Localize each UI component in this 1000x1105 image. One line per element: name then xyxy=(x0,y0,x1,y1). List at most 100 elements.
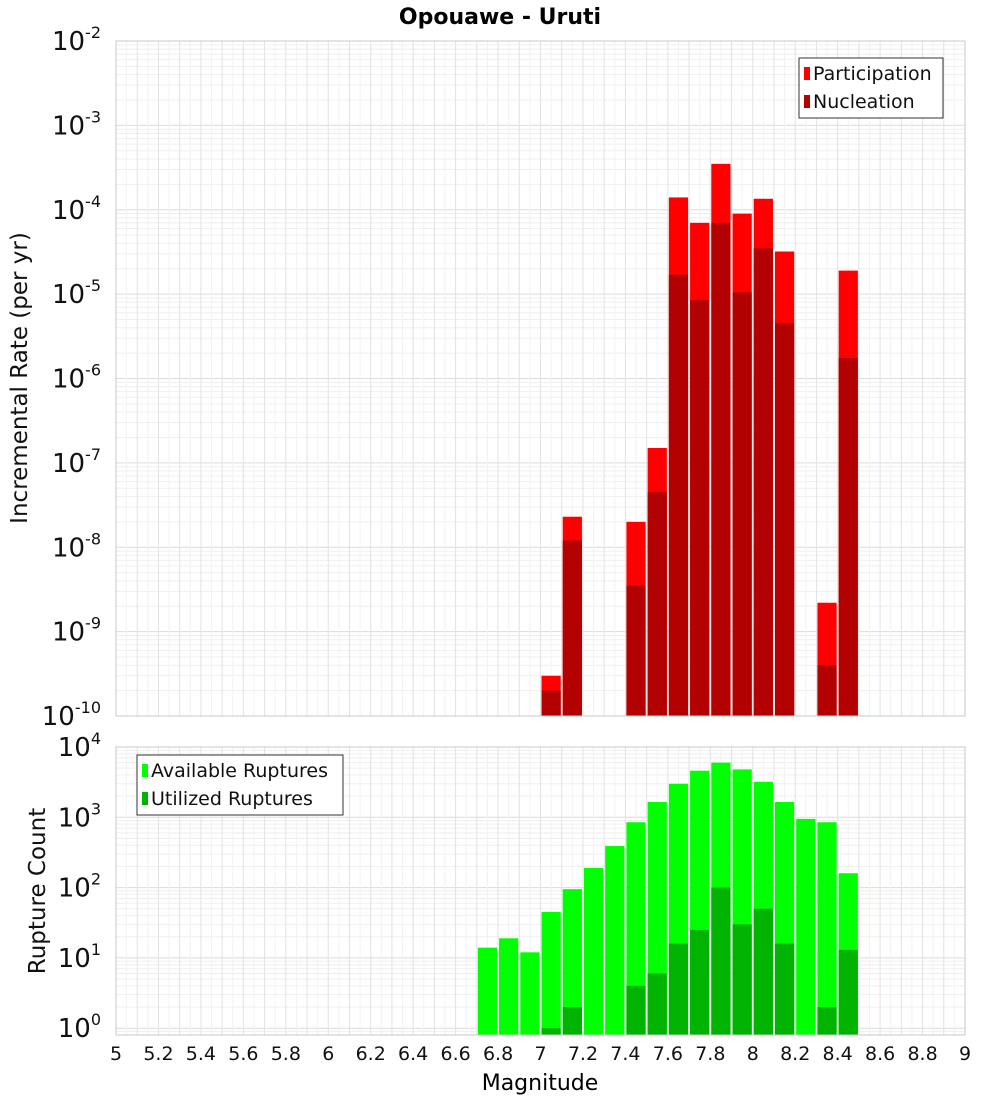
legend-rate: Participation Nucleation xyxy=(798,57,944,119)
legend-swatch xyxy=(142,792,148,805)
bar xyxy=(817,822,837,1035)
y-tick-base: 10 xyxy=(42,702,75,732)
y-tick-base: 10 xyxy=(52,365,85,395)
bar xyxy=(541,911,561,1035)
y-tick-exponent: -8 xyxy=(85,529,101,548)
bar xyxy=(668,274,689,716)
y-tick-label: 10-3 xyxy=(52,107,101,141)
legend-label: Available Ruptures xyxy=(151,760,328,782)
series-count-1 xyxy=(541,887,858,1035)
x-tick-label: 5 xyxy=(110,1043,122,1065)
bar xyxy=(774,323,795,716)
y-tick-base: 10 xyxy=(58,874,91,904)
legend-label: Nucleation xyxy=(813,91,915,113)
x-tick-label: 5.6 xyxy=(228,1043,258,1065)
x-tick-label: 8.4 xyxy=(823,1043,853,1065)
bar xyxy=(838,357,858,716)
x-tick-label: 6.8 xyxy=(483,1043,513,1065)
y-tick-label: 104 xyxy=(58,729,101,763)
legend-box xyxy=(136,754,344,816)
y-tick-base: 10 xyxy=(52,280,85,310)
bar xyxy=(732,924,752,1035)
series-rate-1 xyxy=(541,222,858,717)
y-tick-exponent: -2 xyxy=(85,23,101,42)
y-tick-base: 10 xyxy=(58,733,91,763)
y-axis-label-count: Rupture Count xyxy=(25,808,51,974)
y-tick-exponent: -3 xyxy=(85,107,101,126)
x-tick-label: 8.2 xyxy=(780,1043,810,1065)
x-tick-label: 5.2 xyxy=(143,1043,173,1065)
y-tick-label: 103 xyxy=(58,799,101,833)
grid-lines-rate xyxy=(115,41,966,717)
y-tick-label: 10-5 xyxy=(52,276,101,310)
bar xyxy=(753,908,773,1035)
y-tick-label: 100 xyxy=(58,1010,101,1044)
bar xyxy=(541,690,561,716)
bar xyxy=(647,973,667,1035)
y-tick-base: 10 xyxy=(58,1014,91,1044)
x-tick-label: 7.2 xyxy=(568,1043,598,1065)
y-tick-exponent: 3 xyxy=(91,799,101,818)
y-tick-base: 10 xyxy=(52,111,85,141)
bar xyxy=(732,292,752,716)
bar xyxy=(605,846,625,1035)
x-tick-label: 9 xyxy=(959,1043,971,1065)
bar xyxy=(711,222,731,716)
x-tick-label: 5.8 xyxy=(271,1043,301,1065)
bar xyxy=(499,938,519,1035)
legend-swatch xyxy=(804,67,810,80)
x-tick-label: 6.2 xyxy=(356,1043,386,1065)
y-tick-base: 10 xyxy=(52,449,85,479)
bar xyxy=(477,947,498,1035)
y-tick-exponent: -5 xyxy=(85,276,101,295)
y-tick-base: 10 xyxy=(58,803,91,833)
x-axis-label: Magnitude xyxy=(482,1071,599,1096)
y-tick-exponent: -9 xyxy=(85,614,101,633)
y-axis-label-rate: Incremental Rate (per yr) xyxy=(7,232,33,524)
x-tick-label: 7 xyxy=(534,1043,546,1065)
bar xyxy=(520,952,540,1035)
y-tick-label: 10-6 xyxy=(52,361,101,395)
y-tick-label: 10-7 xyxy=(52,445,101,479)
y-tick-label: 10-10 xyxy=(42,698,101,732)
bar xyxy=(817,665,837,716)
y-tick-exponent: 4 xyxy=(91,729,101,748)
x-tick-label: 7.8 xyxy=(695,1043,725,1065)
x-tick-label: 7.6 xyxy=(653,1043,683,1065)
y-tick-exponent: 1 xyxy=(91,940,101,959)
bar xyxy=(562,889,582,1035)
y-tick-label: 102 xyxy=(58,870,101,904)
bar xyxy=(796,818,816,1035)
y-tick-base: 10 xyxy=(52,618,85,648)
y-tick-base: 10 xyxy=(52,196,85,226)
bar xyxy=(541,1028,561,1035)
bar xyxy=(690,300,710,716)
bar xyxy=(838,949,858,1035)
bar xyxy=(753,248,773,717)
bar xyxy=(626,985,646,1035)
bar xyxy=(562,540,582,716)
legend-swatch xyxy=(142,764,148,777)
x-tick-label: 8.6 xyxy=(865,1043,895,1065)
legend-box xyxy=(798,57,944,119)
y-tick-exponent: -6 xyxy=(85,361,101,380)
plot-frame-count xyxy=(115,746,966,1036)
y-tick-label: 10-8 xyxy=(52,529,101,563)
y-tick-label: 10-4 xyxy=(52,192,101,226)
legend-label: Participation xyxy=(813,63,932,85)
y-tick-exponent: -4 xyxy=(85,192,101,211)
bar xyxy=(774,943,795,1035)
bar xyxy=(626,585,646,716)
x-tick-label: 6.6 xyxy=(440,1043,470,1065)
bar xyxy=(626,822,646,1035)
bar xyxy=(668,943,689,1035)
y-tick-label: 10-2 xyxy=(52,23,101,57)
legend-label: Utilized Ruptures xyxy=(151,788,313,810)
bar xyxy=(711,887,731,1035)
y-tick-label: 101 xyxy=(58,940,101,974)
y-tick-base: 10 xyxy=(52,533,85,563)
x-tick-labels: 5 5.2 5.4 5.6 5.8 6 6.2 6.4 6.6 6.8 7 7.2 7.4 7.6 7.8 8… xyxy=(110,1043,971,1065)
bar xyxy=(817,1007,837,1035)
